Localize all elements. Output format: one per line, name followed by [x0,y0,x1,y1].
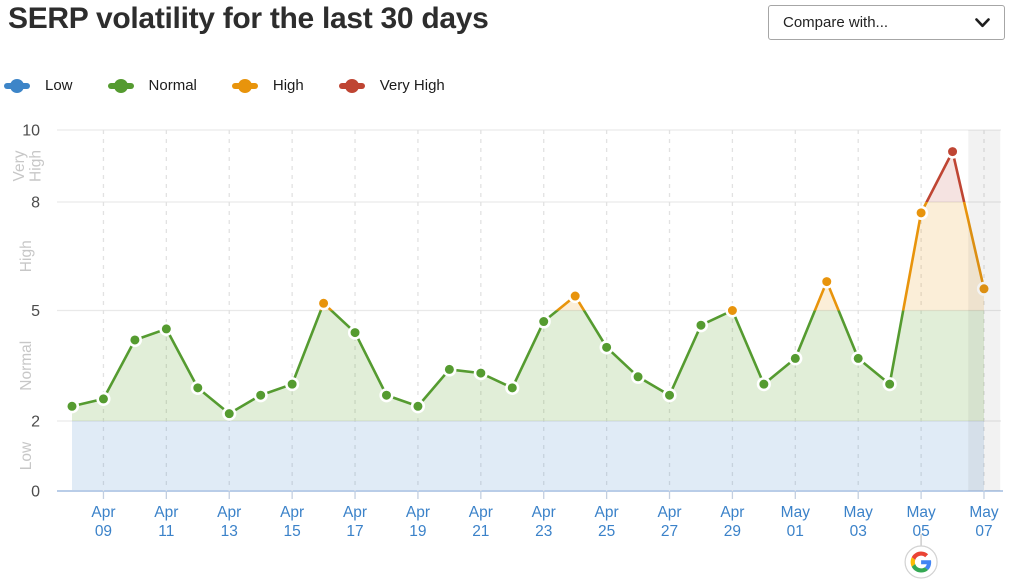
data-point-Apr-18[interactable] [379,388,394,403]
legend-item-very-high: Very High [338,77,445,94]
data-point-Apr-24[interactable] [568,288,583,304]
legend-item-low: Low [4,77,73,94]
area-fill-normal [72,310,984,421]
data-point-Apr-21[interactable] [473,366,488,381]
x-tick-label-Apr-13: Apr 13 [217,504,241,540]
data-point-Apr-19[interactable] [410,399,426,414]
data-point-Apr-10[interactable] [127,332,142,348]
page-title: SERP volatility for the last 30 days [8,2,489,35]
data-point-May-01[interactable] [788,351,803,366]
legend-marker-icon [4,78,30,93]
current-day-highlight [968,130,1001,491]
data-point-Apr-26[interactable] [630,369,646,384]
data-point-May-04[interactable] [882,377,897,392]
legend-marker-icon [338,78,365,93]
legend-item-high: High [231,77,304,94]
legend-label: High [272,77,304,94]
area-fill-high [320,202,984,311]
data-point-Apr-22[interactable] [505,380,520,395]
compare-with-dropdown[interactable]: Compare with... [768,5,1005,40]
x-tick-label-Apr-15: Apr 15 [280,504,304,540]
data-point-Apr-23[interactable] [536,314,551,329]
x-tick-label-Apr-25: Apr 25 [595,504,619,540]
y-tick-label-8: 8 [31,195,40,212]
zone-label-very-high: Very [11,150,28,181]
data-point-Apr-30[interactable] [756,377,771,392]
legend-marker-icon [107,78,134,93]
x-tick-label-May-01: May 01 [781,504,811,540]
zone-label-low: Low [18,441,35,470]
legend-label: Normal [148,77,197,94]
x-tick-label-Apr-23: Apr 23 [532,504,556,540]
legend-label: Low [45,77,73,94]
x-tick-label-Apr-29: Apr 29 [720,504,744,540]
data-point-Apr-20[interactable] [442,362,457,377]
data-point-Apr-16[interactable] [316,296,331,311]
x-tick-label-Apr-11: Apr 11 [154,504,178,540]
legend-marker-icon [231,78,258,93]
x-tick-label-Apr-19: Apr 19 [406,504,430,540]
legend-item-normal: Normal [107,77,197,94]
data-point-Apr-09[interactable] [96,391,111,407]
y-tick-label-0: 0 [31,484,40,501]
data-point-Apr-29[interactable] [725,303,740,318]
x-tick-label-Apr-27: Apr 27 [657,504,681,540]
google-g-icon[interactable] [904,534,938,579]
data-point-May-03[interactable] [851,351,866,366]
data-point-May-05[interactable] [914,205,929,220]
low-zone-band [72,421,984,490]
y-tick-label-10: 10 [22,123,40,140]
compare-with-label: Compare with... [783,14,889,31]
volatility-legend: Low Normal High Very High [4,77,445,94]
zone-label-normal: Normal [18,341,35,391]
data-point-Apr-14[interactable] [253,388,268,403]
x-tick-label-Apr-09: Apr 09 [91,504,115,540]
x-tick-label-May-03: May 03 [844,504,874,540]
chevron-down-icon [975,17,990,28]
zone-label-high: High [18,240,35,272]
data-point-Apr-12[interactable] [190,380,205,395]
zone-label-very-high: High [28,150,45,182]
data-point-Apr-15[interactable] [285,377,300,392]
data-point-Apr-17[interactable] [347,325,363,340]
volatility-line-high [319,202,986,311]
data-point-May-02[interactable] [819,274,834,289]
y-tick-label-2: 2 [31,414,40,431]
data-point-Apr-25[interactable] [599,340,614,355]
y-tick-label-5: 5 [31,303,40,320]
data-point-May-07[interactable] [976,281,992,296]
data-point-Apr-28[interactable] [693,318,709,333]
data-point-Apr-08[interactable] [64,399,80,414]
data-point-Apr-11[interactable] [159,321,174,337]
data-point-May-06[interactable] [945,144,960,159]
x-tick-label-Apr-21: Apr 21 [469,504,493,540]
legend-label: Very High [379,77,445,94]
x-tick-label-May-07: May 07 [969,504,999,540]
x-tick-label-Apr-17: Apr 17 [343,504,367,540]
data-point-Apr-13[interactable] [222,406,237,421]
data-point-Apr-27[interactable] [662,388,677,403]
x-tick-label-May-05: May 05 [906,504,936,540]
